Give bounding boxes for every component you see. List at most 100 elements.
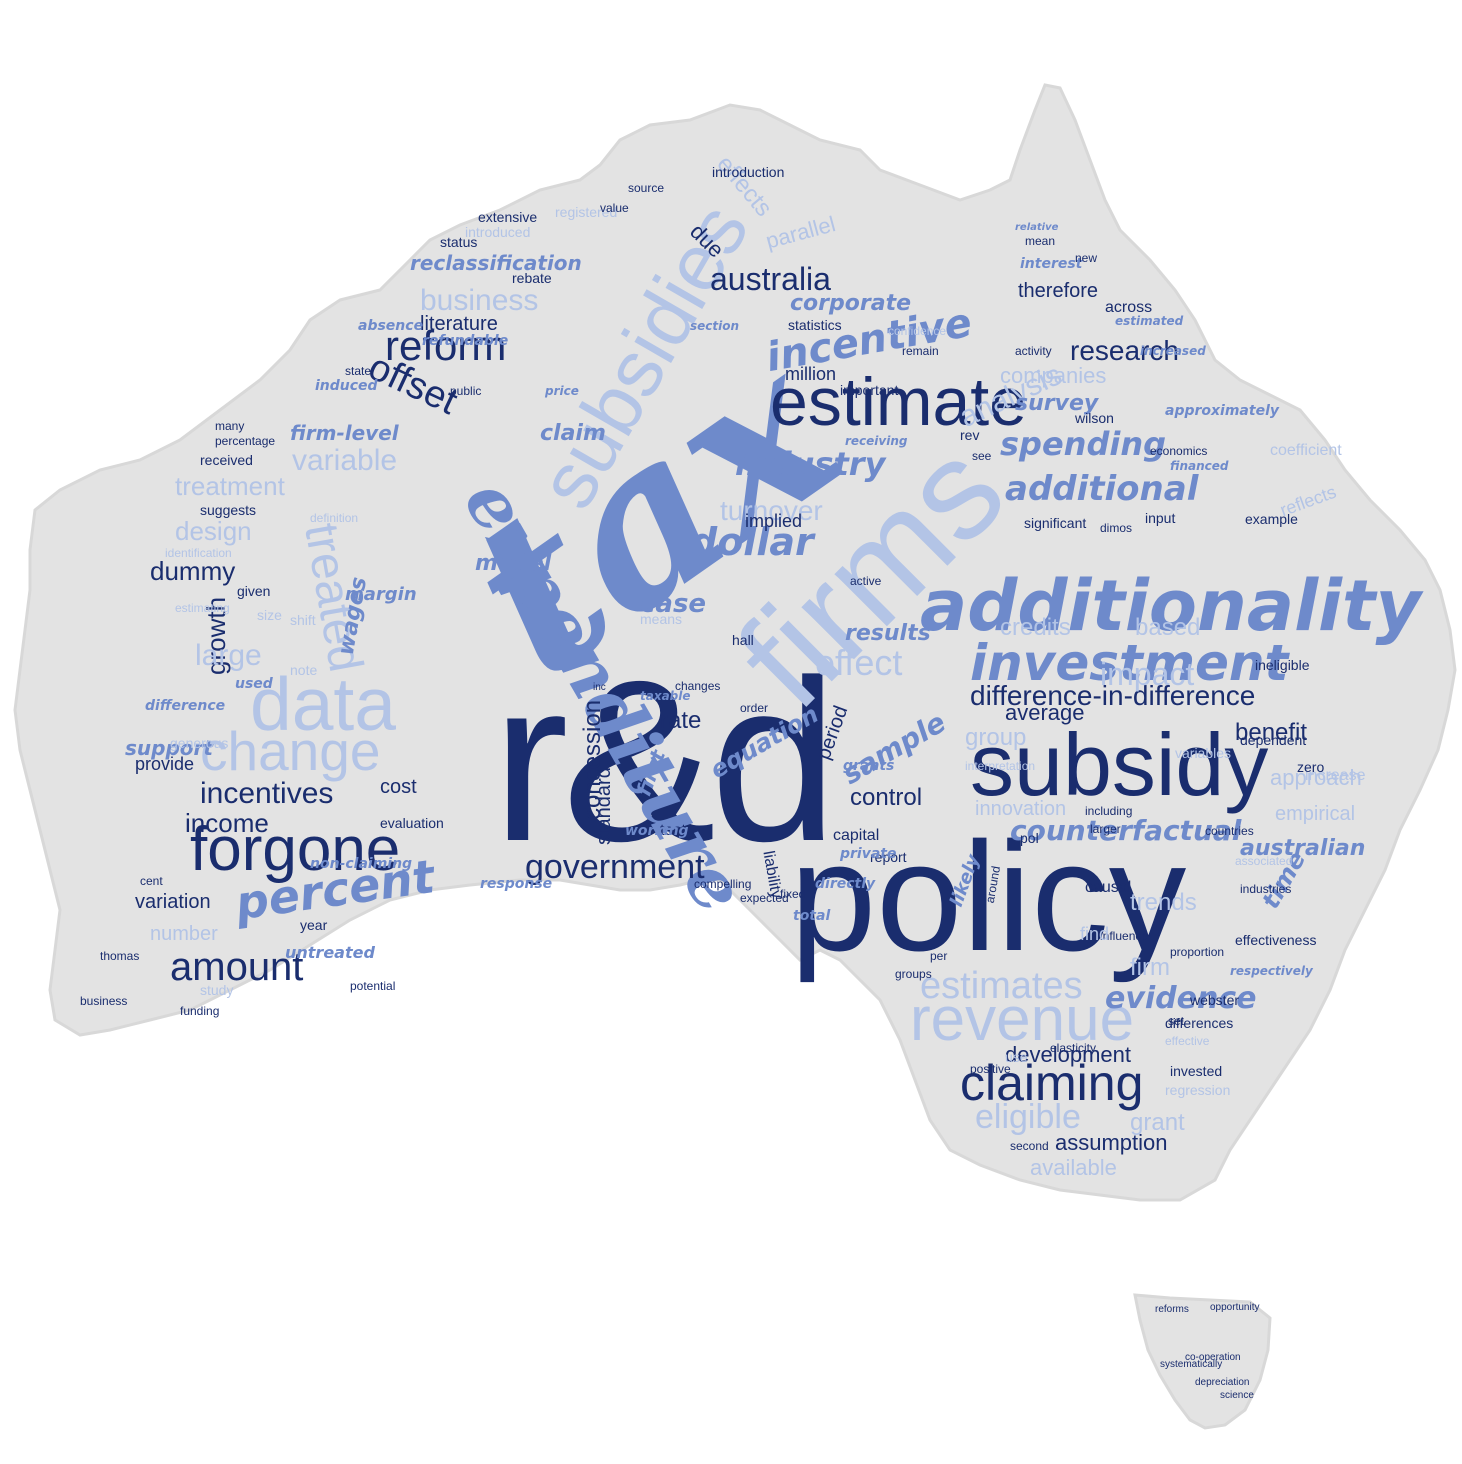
word: ineligible <box>1255 657 1310 673</box>
word: second <box>1010 1139 1049 1153</box>
word: firm-level <box>290 421 400 445</box>
word: including <box>1085 804 1132 818</box>
word: reform <box>385 322 506 369</box>
word: use <box>1005 1049 1028 1065</box>
word: approximately <box>1165 403 1280 419</box>
word: across <box>1105 299 1152 316</box>
word: growth <box>201 597 231 675</box>
word: grants <box>843 758 894 774</box>
word: difference <box>145 698 225 714</box>
word: estimating <box>175 601 230 615</box>
word: state <box>345 364 371 378</box>
word: standard <box>593 767 615 845</box>
word: used <box>235 676 274 692</box>
word: private <box>839 846 897 862</box>
word: compelling <box>694 877 751 891</box>
word: counterfactual <box>1010 814 1242 847</box>
word: large <box>195 639 262 672</box>
word: price <box>544 384 579 398</box>
word: response <box>480 876 552 892</box>
word: zero <box>1297 759 1324 775</box>
word: section <box>690 319 739 333</box>
word: potential <box>350 979 395 993</box>
word: literature <box>420 313 498 335</box>
word: mean <box>1025 234 1055 248</box>
word: influence <box>1100 929 1148 943</box>
word: based <box>1135 614 1200 641</box>
word: confidence <box>888 324 946 338</box>
word: per <box>930 949 947 963</box>
word: many <box>215 419 244 433</box>
word: thomas <box>100 949 139 963</box>
word: million <box>785 364 836 384</box>
word: evidence <box>1105 981 1257 1016</box>
word: see <box>972 449 992 463</box>
word: increase <box>1305 767 1366 784</box>
word: margin <box>345 584 417 605</box>
word: coefficient <box>1270 442 1342 459</box>
word: year <box>300 917 328 933</box>
word: rebate <box>512 270 552 286</box>
word: business <box>420 284 538 317</box>
word: reforms <box>1155 1304 1189 1315</box>
word: expected <box>740 891 789 905</box>
word: activity <box>1015 344 1052 358</box>
word: dependent <box>1240 732 1306 748</box>
word: report <box>870 849 907 865</box>
word: cent <box>140 874 163 888</box>
word: increased <box>1140 344 1206 358</box>
word: interpretation <box>965 759 1035 773</box>
word: amount <box>170 945 303 989</box>
word: induced <box>315 378 379 394</box>
word: economics <box>1150 444 1207 458</box>
word: claiming <box>960 1055 1143 1111</box>
word: taxable <box>640 689 691 703</box>
word: co-operation <box>1185 1352 1241 1363</box>
word: generous <box>170 735 228 751</box>
word: industry <box>735 445 887 483</box>
word: active <box>850 574 882 588</box>
word: effect <box>815 642 902 683</box>
word: new <box>1075 251 1097 265</box>
word: example <box>1245 511 1298 527</box>
word: r&d <box>492 632 832 889</box>
word: source <box>628 181 664 195</box>
word: empirical <box>1275 803 1355 825</box>
word: development <box>1005 1042 1131 1067</box>
word: data <box>250 662 396 746</box>
word: cost <box>380 776 417 798</box>
word: claim <box>540 421 606 446</box>
word: dollar <box>690 520 816 564</box>
word: trends <box>1130 889 1197 916</box>
word: percentage <box>215 434 275 448</box>
word: income <box>185 808 269 838</box>
word: policy <box>790 810 1187 983</box>
word: remain <box>902 344 939 358</box>
word: australia <box>710 261 831 297</box>
word: capital <box>833 827 879 844</box>
word: difference-in-difference <box>970 680 1255 711</box>
word: relative <box>1015 222 1059 233</box>
word: registered <box>555 204 617 220</box>
word: incentives <box>200 777 333 810</box>
word: research <box>1070 335 1179 366</box>
word: introduced <box>465 224 530 240</box>
word: available <box>1030 1155 1117 1180</box>
word: estimate <box>770 364 1027 440</box>
word: suggests <box>200 502 256 518</box>
word: turnover <box>720 495 823 526</box>
word: study <box>200 982 233 998</box>
word: test <box>660 822 686 839</box>
word: introduction <box>712 164 784 180</box>
word: untreated <box>285 943 375 962</box>
word: shift <box>290 612 316 628</box>
word: credits <box>1000 614 1071 641</box>
word: invested <box>1170 1063 1222 1079</box>
word: causal <box>1085 879 1131 896</box>
word: size <box>257 607 282 623</box>
word: associated <box>1235 854 1292 868</box>
word: estimates <box>920 965 1083 1007</box>
word: group <box>965 724 1026 751</box>
word: depreciation <box>1195 1377 1249 1388</box>
word: proportion <box>1170 945 1224 959</box>
